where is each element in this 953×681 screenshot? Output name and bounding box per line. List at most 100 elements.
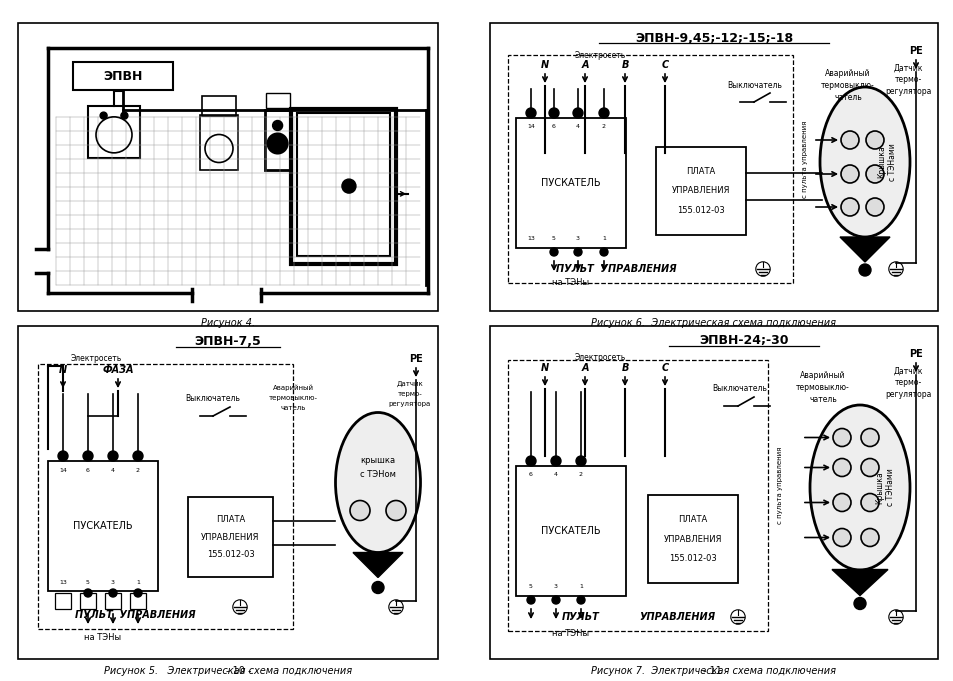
Text: регулятора: регулятора	[883, 390, 930, 400]
Text: 5: 5	[86, 580, 90, 584]
Text: Крышка
с ТЭНами: Крышка с ТЭНами	[875, 469, 894, 507]
Circle shape	[525, 456, 536, 466]
Bar	[105, 593, 121, 609]
Text: ФАЗА: ФАЗА	[102, 365, 133, 375]
Bar	[202, 95, 235, 116]
Text: 5: 5	[552, 236, 556, 242]
Text: на ТЭНы: на ТЭНы	[552, 279, 589, 287]
Bar	[291, 108, 395, 264]
Text: ЭПВН-9,45;-12;-15;-18: ЭПВН-9,45;-12;-15;-18	[635, 31, 792, 44]
Text: PE: PE	[409, 354, 422, 364]
Circle shape	[551, 456, 560, 466]
Ellipse shape	[809, 405, 909, 570]
Circle shape	[386, 501, 406, 520]
Text: Рисунок 4.: Рисунок 4.	[201, 318, 254, 328]
Text: Аварийный: Аварийный	[273, 385, 314, 392]
Text: B: B	[620, 60, 628, 70]
Circle shape	[84, 589, 91, 597]
Text: 3: 3	[576, 236, 579, 242]
Text: 14: 14	[59, 467, 67, 473]
Text: N: N	[59, 365, 67, 375]
Bar	[656, 147, 745, 235]
Circle shape	[861, 494, 878, 511]
Text: ПУЛЬТ  УПРАВЛЕНИЯ: ПУЛЬТ УПРАВЛЕНИЯ	[74, 610, 195, 620]
Text: N: N	[540, 60, 549, 70]
Circle shape	[548, 108, 558, 118]
Circle shape	[372, 582, 384, 594]
Text: Электросеть: Электросеть	[574, 50, 625, 59]
Circle shape	[58, 451, 68, 461]
Text: на ТЭНы: на ТЭНы	[85, 633, 121, 642]
Circle shape	[341, 179, 355, 193]
Circle shape	[865, 198, 883, 216]
Bar	[516, 118, 625, 248]
Circle shape	[350, 501, 370, 520]
Circle shape	[100, 112, 107, 119]
Bar	[297, 112, 390, 255]
Text: Рисунок 5.   Электрическая схема подключения: Рисунок 5. Электрическая схема подключен…	[104, 666, 352, 676]
Bar	[18, 326, 437, 659]
Circle shape	[132, 451, 143, 461]
Text: 4: 4	[111, 467, 115, 473]
Circle shape	[865, 131, 883, 149]
Text: термовыклю-: термовыклю-	[268, 395, 317, 401]
Text: ПУЛЬТ  УПРАВЛЕНИЯ: ПУЛЬТ УПРАВЛЕНИЯ	[556, 264, 676, 274]
Circle shape	[268, 133, 287, 153]
Circle shape	[574, 248, 581, 256]
Bar	[647, 495, 738, 583]
Polygon shape	[840, 237, 889, 262]
Text: ПЛАТА: ПЛАТА	[685, 167, 715, 176]
Text: 6: 6	[529, 473, 533, 477]
Text: 3: 3	[554, 584, 558, 590]
Text: Рисунок 6.  Электрическая схема подключения: Рисунок 6. Электрическая схема подключен…	[591, 318, 836, 328]
Text: термо-: термо-	[893, 76, 921, 84]
Text: Электросеть: Электросеть	[574, 353, 625, 362]
Circle shape	[832, 428, 850, 447]
Bar	[38, 364, 293, 629]
Text: регулятора: регулятора	[883, 87, 930, 97]
Text: C: C	[660, 363, 668, 373]
Text: Электросеть: Электросеть	[71, 355, 121, 364]
Circle shape	[133, 589, 142, 597]
Bar	[88, 106, 140, 158]
Text: 2: 2	[601, 125, 605, 129]
Bar	[48, 461, 158, 591]
Text: A: A	[580, 363, 588, 373]
Circle shape	[108, 451, 118, 461]
Polygon shape	[353, 552, 402, 577]
Text: Датчик: Датчик	[892, 366, 922, 375]
Bar	[507, 55, 792, 283]
Text: 1: 1	[136, 580, 140, 584]
Text: ЭПВН-24;-30: ЭПВН-24;-30	[699, 334, 788, 347]
Text: 13: 13	[526, 236, 535, 242]
Circle shape	[861, 458, 878, 477]
Text: 4: 4	[554, 473, 558, 477]
Ellipse shape	[820, 87, 909, 237]
Text: 3: 3	[111, 580, 115, 584]
Text: регулятора: регулятора	[389, 401, 431, 407]
Circle shape	[577, 596, 584, 604]
Text: на ТЭНы: на ТЭНы	[552, 629, 589, 639]
Text: Выключатель: Выключатель	[712, 385, 766, 394]
Text: ЭПВН: ЭПВН	[103, 69, 143, 82]
Bar	[80, 593, 96, 609]
Text: с ТЭНом: с ТЭНом	[359, 470, 395, 479]
Text: Датчик: Датчик	[892, 63, 922, 72]
Text: с пульта управления: с пульта управления	[801, 121, 807, 197]
Bar	[55, 593, 71, 609]
Text: C: C	[660, 60, 668, 70]
Bar	[265, 93, 290, 108]
Text: 5: 5	[529, 584, 533, 590]
Circle shape	[109, 589, 117, 597]
Text: крышка: крышка	[360, 456, 395, 465]
Text: ПУСКАТЕЛЬ: ПУСКАТЕЛЬ	[73, 521, 132, 531]
Circle shape	[598, 108, 608, 118]
Text: термовыклю-: термовыклю-	[821, 80, 874, 89]
Text: 13: 13	[59, 580, 67, 584]
Text: Рисунок 7.  Электрическая схема подключения: Рисунок 7. Электрическая схема подключен…	[591, 666, 836, 676]
Text: ПУСКАТЕЛЬ: ПУСКАТЕЛЬ	[540, 526, 600, 536]
Text: чатель: чатель	[808, 396, 836, 405]
Text: 155.012-03: 155.012-03	[677, 206, 724, 215]
Circle shape	[861, 528, 878, 546]
Bar	[130, 593, 146, 609]
